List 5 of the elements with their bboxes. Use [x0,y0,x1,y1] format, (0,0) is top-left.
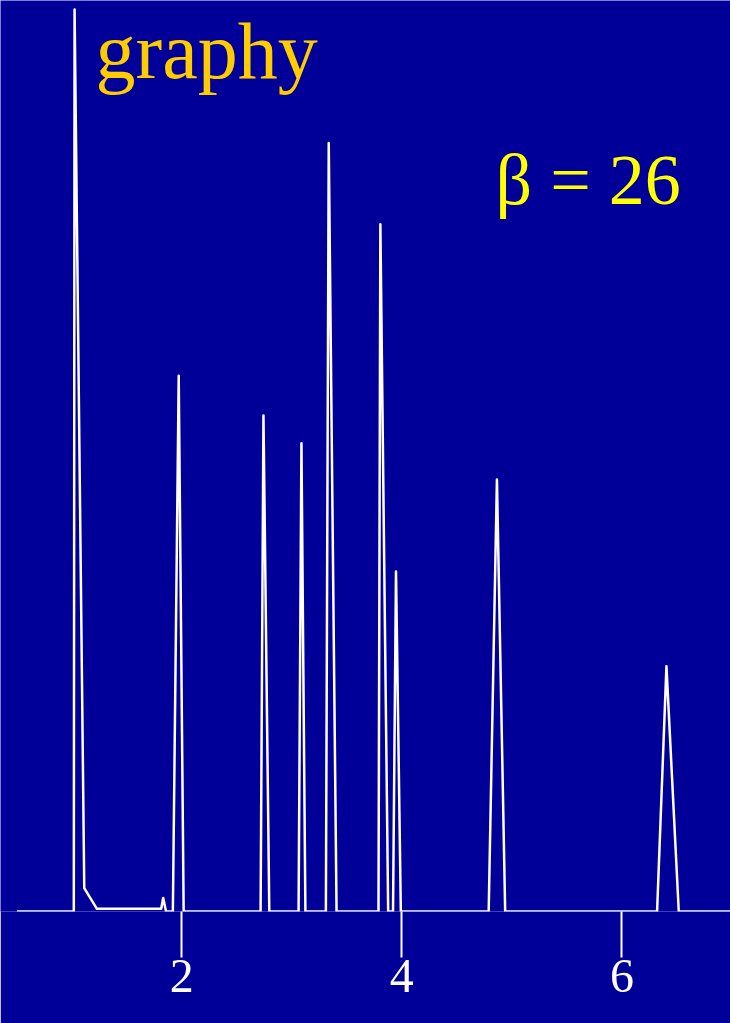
annotation: β = 26 [495,139,681,220]
x-tick-label: 2 [169,948,194,1002]
x-tick-label: 6 [609,948,634,1002]
x-tick-label: 4 [389,948,414,1002]
chart-title: graphy [95,6,318,95]
